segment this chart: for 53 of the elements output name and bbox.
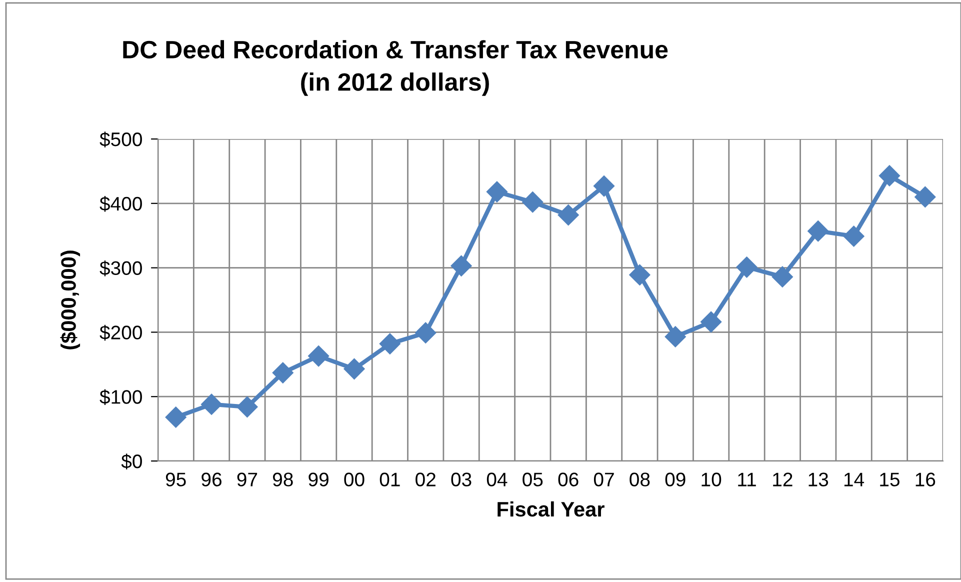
point xyxy=(201,394,222,415)
point xyxy=(772,266,793,288)
y-tick-label: $400 xyxy=(100,196,142,212)
x-tick-label: 12 xyxy=(773,472,792,486)
chart-title: DC Deed Recordation & Transfer Tax Revenue (in 2012 dollars) xyxy=(123,40,668,96)
point xyxy=(878,165,900,186)
y-tick-label: $0 xyxy=(121,454,142,470)
point xyxy=(344,358,365,380)
point xyxy=(664,326,686,348)
x-tick-label: 13 xyxy=(808,472,828,486)
point xyxy=(450,255,472,276)
y-tick-label: $100 xyxy=(100,389,142,405)
x-tick-label: 05 xyxy=(522,472,543,486)
x-tick-label: 97 xyxy=(237,472,258,486)
x-tick-label: 04 xyxy=(486,472,508,486)
x-tick-label: 14 xyxy=(844,472,864,486)
point xyxy=(379,333,400,354)
x-tick-label: 00 xyxy=(344,472,364,486)
y-tick-label: $300 xyxy=(100,260,142,276)
point xyxy=(522,192,544,213)
x-tick-label: 95 xyxy=(166,472,186,486)
point xyxy=(594,175,615,197)
x-tick-label: 03 xyxy=(451,472,472,486)
x-tick-label: 15 xyxy=(880,472,900,486)
point xyxy=(272,362,294,384)
point xyxy=(165,406,186,428)
x-tick-label: 09 xyxy=(665,472,686,486)
y-axis-title: ($000,000) xyxy=(60,250,80,350)
y-tick-label: $200 xyxy=(100,324,142,341)
x-tick-label: 96 xyxy=(202,472,222,486)
x-tick-label: 16 xyxy=(916,472,936,486)
x-tick-label: 11 xyxy=(738,472,756,486)
x-axis-title: Fiscal Year xyxy=(498,501,604,517)
point xyxy=(558,204,579,226)
point xyxy=(843,226,864,247)
point xyxy=(700,311,722,332)
x-tick-label: 08 xyxy=(630,472,650,486)
x-tick-label: 01 xyxy=(380,472,400,486)
point xyxy=(415,322,436,344)
point xyxy=(629,264,650,286)
x-tick-label: 07 xyxy=(594,472,614,486)
y-tick-label: $500 xyxy=(100,132,142,148)
point xyxy=(914,186,936,208)
point xyxy=(808,220,829,242)
x-tick-label: 06 xyxy=(558,472,578,486)
x-tick-label: 02 xyxy=(416,472,436,486)
point xyxy=(308,346,330,367)
point xyxy=(486,181,508,202)
point xyxy=(236,396,258,418)
point xyxy=(736,256,758,278)
x-tick-label: 98 xyxy=(272,472,293,486)
x-tick-label: 99 xyxy=(308,472,328,486)
x-tick-label: 10 xyxy=(702,472,722,486)
